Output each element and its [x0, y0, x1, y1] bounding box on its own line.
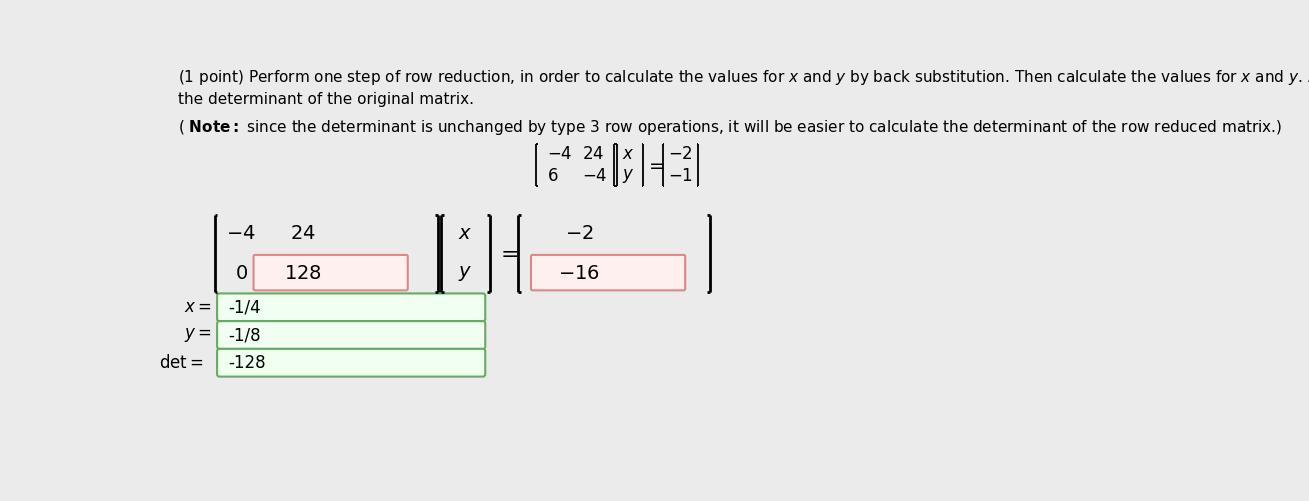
Text: $y$: $y$ [458, 264, 473, 283]
Text: $-2$: $-2$ [668, 145, 692, 163]
Text: ( $\mathbf{Note:}$ since the determinant is unchanged by type 3 row operations, : ( $\mathbf{Note:}$ since the determinant… [178, 118, 1282, 137]
Text: $0$: $0$ [234, 264, 247, 283]
Text: $24$: $24$ [583, 145, 605, 163]
FancyBboxPatch shape [217, 294, 486, 321]
Text: $x$: $x$ [622, 145, 635, 163]
Text: $-4$: $-4$ [226, 224, 257, 243]
Text: $-4$: $-4$ [547, 145, 573, 163]
FancyBboxPatch shape [531, 255, 685, 291]
Text: $x =$: $x =$ [185, 298, 212, 316]
Text: the determinant of the original matrix.: the determinant of the original matrix. [178, 92, 474, 107]
Text: $=$: $=$ [645, 155, 665, 174]
Text: $y =$: $y =$ [185, 326, 212, 344]
Text: $-4$: $-4$ [583, 167, 607, 185]
Text: $=$: $=$ [496, 243, 518, 264]
Text: -128: -128 [229, 354, 266, 372]
Text: $128$: $128$ [284, 264, 322, 283]
Text: -1/8: -1/8 [229, 326, 262, 344]
Text: $6$: $6$ [547, 167, 559, 185]
Text: $24$: $24$ [291, 224, 315, 243]
Text: $\mathrm{det} =$: $\mathrm{det} =$ [160, 354, 204, 372]
Text: $-16$: $-16$ [558, 264, 600, 283]
FancyBboxPatch shape [254, 255, 407, 291]
Text: -1/4: -1/4 [229, 298, 262, 316]
Text: $-2$: $-2$ [564, 224, 593, 243]
Text: (1 point) Perform one step of row reduction, in order to calculate the values fo: (1 point) Perform one step of row reduct… [178, 68, 1309, 87]
Text: $y$: $y$ [622, 167, 635, 185]
FancyBboxPatch shape [217, 349, 486, 377]
Text: $-1$: $-1$ [668, 167, 692, 185]
FancyBboxPatch shape [217, 321, 486, 349]
Text: $x$: $x$ [458, 224, 473, 243]
